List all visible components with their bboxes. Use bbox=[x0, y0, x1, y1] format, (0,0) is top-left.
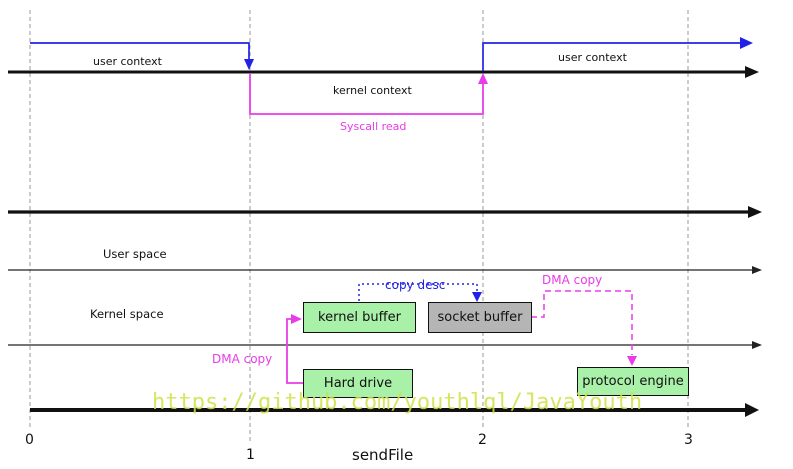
protocol-engine-box: protocol engine bbox=[577, 367, 689, 396]
syscall-line bbox=[249, 73, 484, 115]
hard-drive-box: Hard drive bbox=[303, 369, 413, 398]
context-axis-arrowhead bbox=[745, 66, 759, 78]
dma-copy-right-label: DMA copy bbox=[542, 273, 603, 287]
user-context-right-label: user context bbox=[558, 51, 627, 64]
axis-tick-2: 2 bbox=[478, 432, 487, 448]
copy-desc-arrowhead bbox=[472, 292, 482, 302]
axis-tick-3: 3 bbox=[684, 432, 693, 448]
sendfile-axis-label: sendFile bbox=[352, 446, 414, 464]
kernel-space-label: Kernel space bbox=[90, 307, 164, 321]
user-space-label: User space bbox=[103, 247, 167, 261]
middle-axis-arrowhead bbox=[748, 206, 762, 218]
user-space-arrowhead bbox=[752, 266, 762, 274]
kernel-buffer-box: kernel buffer bbox=[303, 302, 416, 333]
dma-copy-left-arrowhead bbox=[291, 314, 302, 324]
dma-copy-left-label: DMA copy bbox=[212, 352, 273, 366]
user-context-line-right bbox=[482, 42, 740, 71]
dma-copy-right-arrowhead bbox=[627, 356, 637, 366]
kernel-context-label: kernel context bbox=[333, 84, 412, 97]
user-context-right-arrowhead bbox=[740, 37, 753, 49]
syscall-read-label: Syscall read bbox=[340, 120, 407, 133]
kernel-space-arrowhead bbox=[752, 341, 762, 349]
socket-buffer-box: socket buffer bbox=[428, 302, 532, 333]
axis-tick-1: 1 bbox=[246, 447, 255, 463]
syscall-up-arrowhead bbox=[478, 73, 488, 84]
user-context-down-arrowhead bbox=[244, 59, 254, 70]
axis-tick-0: 0 bbox=[25, 432, 34, 448]
copy-desc-label: copy desc bbox=[385, 278, 446, 292]
time-axis-arrowhead bbox=[745, 403, 759, 417]
watermark-url: https://github.com/youthlql/JavaYouth bbox=[152, 390, 643, 415]
user-context-left-label: user context bbox=[93, 55, 162, 68]
copy-desc-line bbox=[358, 283, 478, 301]
dma-copy-left-line bbox=[286, 318, 303, 384]
user-context-line-left bbox=[30, 42, 250, 59]
